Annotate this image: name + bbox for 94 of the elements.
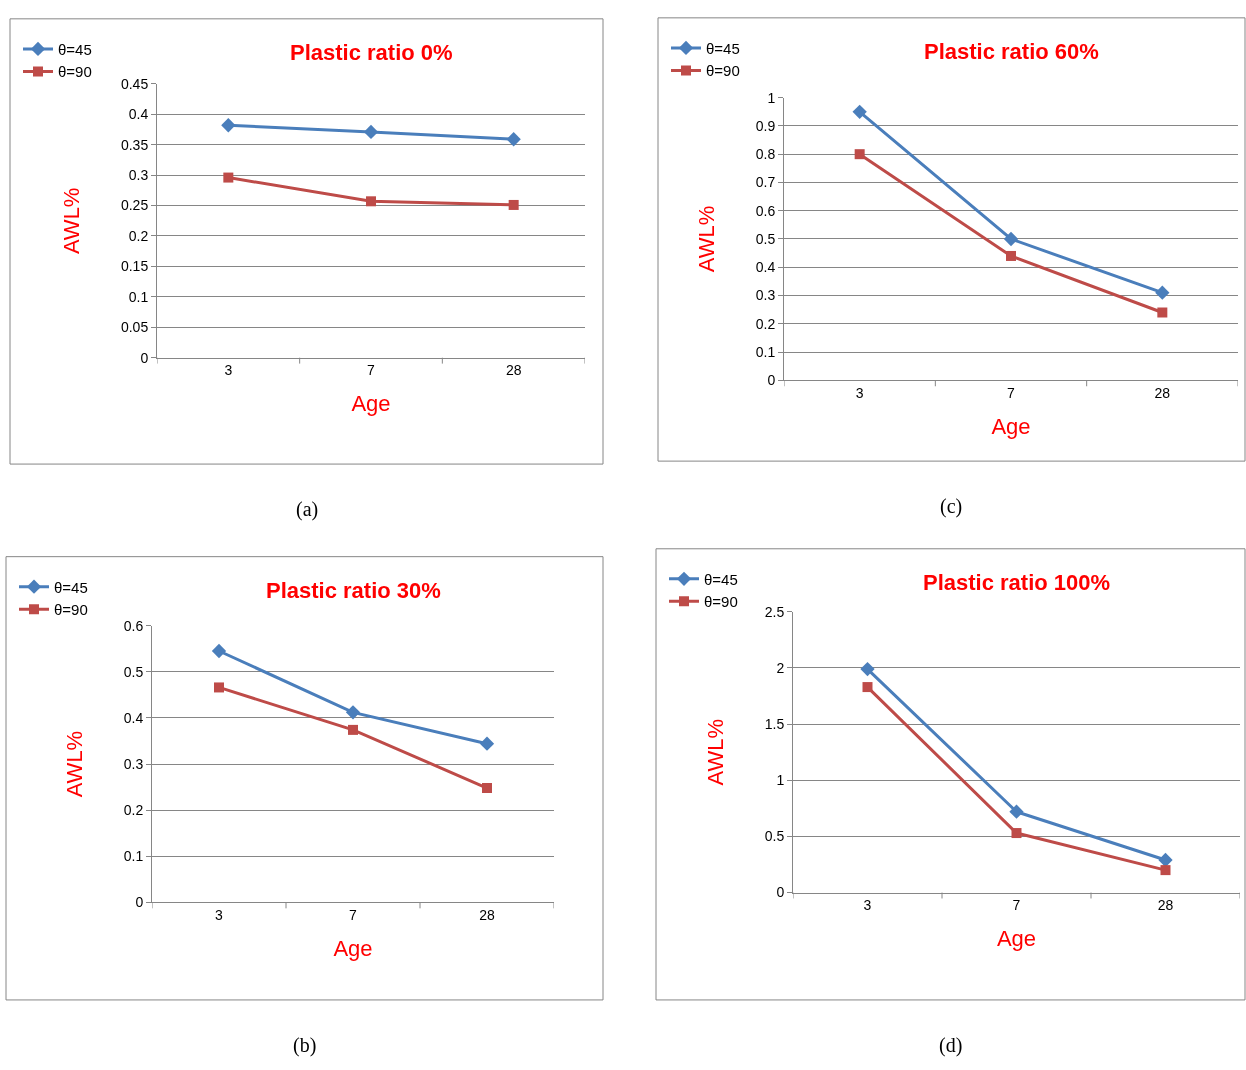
text: (c) [940,495,963,518]
x-tick-label: 28 [1154,385,1171,402]
y-tick-label: 0.8 [755,146,776,163]
x-tick-label: 3 [224,362,233,379]
y-tick-label: 0.1 [123,848,144,865]
y-tick-label: 1 [776,772,785,789]
y-axis-title: AWL% [58,187,84,254]
chart-title: Plastic ratio 100% [923,570,1111,595]
y-tick-label: 0 [767,372,776,389]
point [506,132,521,147]
x-tick-label: 3 [855,385,864,402]
y-tick-label: 0.15 [120,258,149,275]
point [1160,865,1171,876]
y-tick-label: 2.5 [764,603,785,620]
x-tick-label: 7 [1012,897,1021,914]
y-tick-label: 0.05 [120,319,149,336]
chart-title: Plastic ratio 30% [266,578,441,603]
x-axis-title: Age [996,926,1037,952]
y-tick-label: 0.9 [755,117,776,134]
y-tick-label: 0 [776,884,785,901]
point [366,196,376,207]
legend-label: θ=90 [58,63,92,81]
point [1158,852,1173,868]
x-tick-label: 7 [1007,385,1016,402]
x-axis-title: Age [351,391,391,417]
legend-label: θ=90 [54,601,88,619]
x-tick-label: 28 [479,907,495,924]
y-tick-label: 0.3 [128,167,149,184]
y-axis-title: AWL% [702,718,728,786]
chart-title: Plastic ratio 0% [290,40,453,65]
legend-label: θ=90 [704,593,738,611]
y-tick-label: 0.5 [755,230,776,247]
point [1006,250,1016,261]
y-tick-label: 2 [776,659,785,676]
point [211,643,227,659]
y-tick-label: 0.2 [755,315,776,332]
x-tick-label: 7 [349,907,358,924]
x-axis-title: Age [991,414,1031,440]
legend-label: θ=45 [58,40,92,58]
y-tick-label: 0.1 [755,343,776,360]
text: (a) [296,498,319,521]
y-tick-label: 0.2 [123,802,144,819]
point [508,199,519,210]
y-tick-label: 0.1 [128,288,149,305]
y-tick-label: 0.6 [755,202,776,219]
y-axis-title: AWL% [61,730,87,798]
x-tick-label: 3 [863,897,872,914]
point [860,661,875,677]
y-tick-label: 0.25 [120,197,149,214]
point [345,705,361,720]
point [348,724,358,735]
y-tick-label: 0.5 [764,828,785,845]
x-tick-label: 28 [505,362,522,379]
y-tick-label: 1 [767,89,776,106]
y-tick-label: 0.5 [123,663,144,680]
x-axis-title: Age [333,936,373,962]
y-tick-label: 0.6 [123,617,144,634]
point [363,124,379,140]
point [221,118,236,133]
legend-label: θ=45 [704,570,738,588]
y-axis-title: AWL% [693,205,719,273]
point [1157,307,1168,318]
point [479,736,495,751]
point [482,783,492,794]
x-tick-label: 3 [215,907,224,924]
chart-title: Plastic ratio 60% [924,39,1099,64]
point [1155,285,1170,300]
y-tick-label: 0.2 [128,227,149,244]
y-tick-label: 0.45 [120,75,149,92]
y-tick-label: 0 [135,894,144,911]
legend-label: θ=45 [54,578,88,596]
legend-label: θ=45 [706,39,740,57]
y-tick-label: 0.3 [123,755,144,772]
y-tick-label: 0.35 [120,136,149,153]
y-tick-label: 0 [140,349,149,366]
text: (d) [939,1034,963,1057]
legend-label: θ=90 [706,62,740,80]
point [1009,804,1024,819]
y-tick-label: 0.4 [128,106,149,123]
y-tick-label: 0.7 [755,174,776,191]
text: (b) [293,1034,317,1057]
y-tick-label: 0.4 [123,709,144,726]
y-tick-label: 0.3 [755,287,776,304]
point [1003,231,1019,247]
point [223,172,234,183]
y-tick-label: 1.5 [764,716,785,733]
x-tick-label: 7 [367,362,376,379]
point [852,104,867,119]
x-tick-label: 28 [1157,897,1174,914]
point [854,149,865,160]
point [862,682,873,693]
point [214,682,224,693]
point [1011,828,1022,839]
y-tick-label: 0.4 [755,259,776,276]
